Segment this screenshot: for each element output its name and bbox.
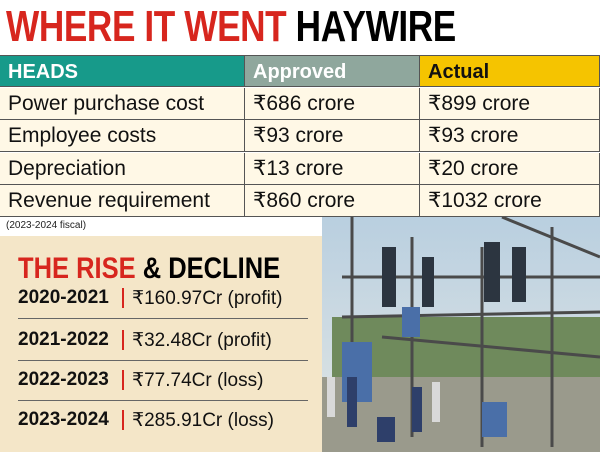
note: (2023-2024 fiscal)	[6, 220, 87, 231]
trend-panel	[0, 236, 322, 452]
column-header: HEADS	[0, 55, 245, 87]
table-value: ₹13 crore	[245, 152, 420, 185]
title: WHERE IT WENT HAYWIRE	[6, 2, 456, 52]
trend-value: ₹285.91Cr (loss)	[132, 410, 274, 431]
title-rest: HAYWIRE	[295, 2, 457, 51]
year: 2023-2024	[18, 409, 109, 430]
table-value: ₹20 crore	[420, 152, 600, 185]
table-value: ₹1032 crore	[420, 185, 600, 217]
trend-title-rest: & DECLINE	[142, 252, 281, 285]
column-header: Actual	[420, 55, 600, 87]
separator	[122, 410, 124, 430]
trend-title: THE RISE & DECLINE	[18, 252, 280, 286]
row-rule	[18, 400, 308, 401]
separator	[122, 330, 124, 350]
year: 2020-2021	[18, 287, 109, 308]
substation-photo	[322, 217, 600, 452]
trend-title-highlight: THE RISE	[18, 252, 136, 285]
table-value: ₹93 crore	[245, 120, 420, 152]
separator	[122, 370, 124, 390]
trend-value: ₹77.74Cr (loss)	[132, 370, 264, 391]
row-label: Employee costs	[0, 120, 245, 152]
separator	[122, 288, 124, 308]
table-value: ₹686 crore	[245, 87, 420, 120]
row-label: Power purchase cost	[0, 87, 245, 120]
column-header: Approved	[245, 55, 420, 87]
trend-value: ₹32.48Cr (profit)	[132, 330, 272, 351]
table-value: ₹93 crore	[420, 120, 600, 152]
row-rule	[18, 360, 308, 361]
table-value: ₹899 crore	[420, 87, 600, 120]
trend-value: ₹160.97Cr (profit)	[132, 288, 283, 309]
year: 2021-2022	[18, 329, 109, 350]
row-label: Depreciation	[0, 152, 245, 185]
title-highlight: WHERE IT WENT	[6, 2, 287, 51]
row-label: Revenue requirement	[0, 185, 245, 217]
year: 2022-2023	[18, 369, 109, 390]
table-value: ₹860 crore	[245, 185, 420, 217]
row-rule	[18, 318, 308, 319]
